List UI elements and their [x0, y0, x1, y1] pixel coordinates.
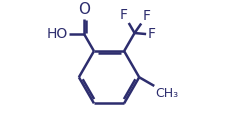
Text: F: F: [142, 9, 150, 23]
Text: HO: HO: [46, 27, 67, 41]
Text: F: F: [119, 8, 127, 22]
Text: CH₃: CH₃: [155, 87, 178, 100]
Text: F: F: [147, 27, 155, 41]
Text: O: O: [78, 2, 90, 17]
